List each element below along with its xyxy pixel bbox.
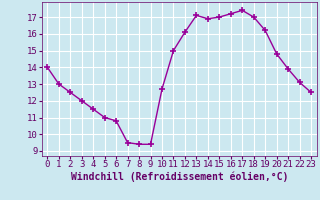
- X-axis label: Windchill (Refroidissement éolien,°C): Windchill (Refroidissement éolien,°C): [70, 172, 288, 182]
